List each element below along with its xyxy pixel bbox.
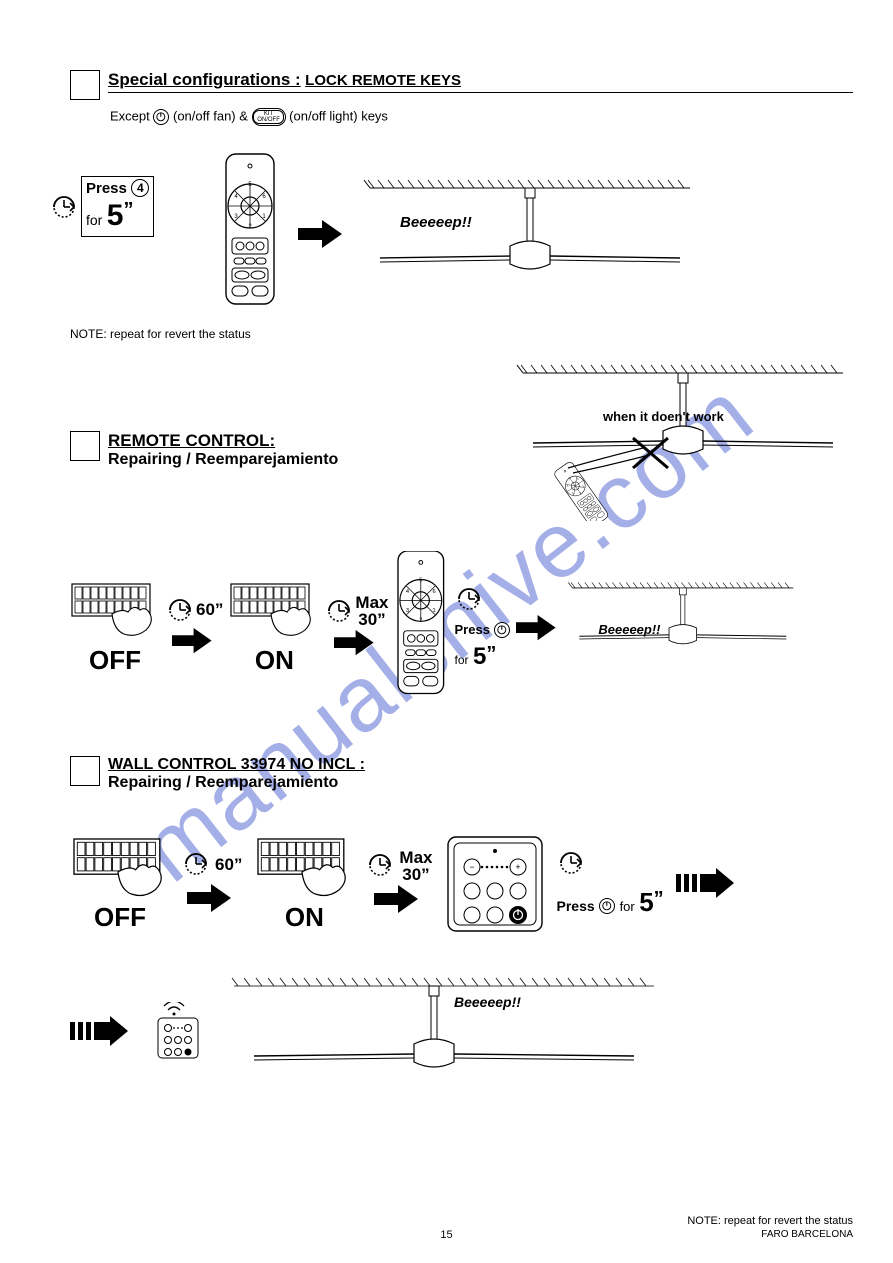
remote-icon xyxy=(220,146,280,316)
seconds-5: 5 xyxy=(473,643,486,670)
breaker-off-diagram: OFF xyxy=(70,835,170,933)
remote-icon xyxy=(395,551,449,706)
remote-press-4-diagram: Press 4 for 5” xyxy=(90,146,280,321)
arrow-right-icon xyxy=(516,615,562,643)
arrow-right-icon xyxy=(172,628,218,656)
wait-60-label: 60” xyxy=(196,600,223,620)
onoff-light-key-icon: KITON/OFF xyxy=(252,108,286,126)
press-button-4: 4 xyxy=(131,179,149,197)
footer-note-text: NOTE: repeat for revert the status xyxy=(687,1215,853,1227)
section1-title-b: LOCK REMOTE KEYS xyxy=(305,72,461,89)
on-label: ON xyxy=(229,645,319,676)
arrow-right-icon xyxy=(187,884,237,914)
when-not-work-text: when it doen't work xyxy=(602,409,725,424)
beep-text: Beeeeep!! xyxy=(598,622,660,637)
press-label: Press xyxy=(86,180,127,197)
beep-text: Beeeeep!! xyxy=(454,994,521,1010)
section3-heading: WALL CONTROL 33974 NO INCL : Repairing /… xyxy=(70,756,853,794)
onoff-fan-key-icon xyxy=(153,109,169,125)
clock-icon xyxy=(50,193,78,221)
clock-icon xyxy=(166,596,194,624)
wait-30-label: 30” xyxy=(355,611,388,628)
wait-30-label: 30” xyxy=(399,866,432,883)
onoff-fan-text: (on/off fan) & xyxy=(173,108,248,123)
press-label: Press xyxy=(455,622,490,637)
footer-brand: FARO BARCELONA xyxy=(761,1229,853,1240)
clock-icon xyxy=(455,585,483,613)
section1-title-a: Special configurations : xyxy=(108,70,301,89)
section1-except-line: Except (on/off fan) & KITON/OFF (on/off … xyxy=(110,108,853,126)
clock-icon xyxy=(557,849,587,879)
fan-beep-diagram: Beeeeep!! xyxy=(224,974,853,1089)
page-number: 15 xyxy=(440,1229,452,1241)
max-label: Max xyxy=(355,594,388,611)
step-checkbox xyxy=(70,70,100,100)
seconds-5: 5 xyxy=(639,887,653,917)
for-label: for xyxy=(620,899,635,914)
press-label: Press xyxy=(557,898,595,914)
section3-title: WALL CONTROL 33974 NO INCL : xyxy=(108,756,853,774)
footer-note: NOTE: repeat for revert the status FARO … xyxy=(687,1215,853,1241)
clock-icon xyxy=(182,850,212,880)
step-checkbox xyxy=(70,756,100,786)
wait-60-label: 60” xyxy=(215,855,242,875)
ceiling-fan-icon xyxy=(224,974,664,1084)
fan-beep-diagram: Beeeeep!! xyxy=(360,176,853,291)
arrow-right-icon xyxy=(290,219,350,249)
arrow-right-icon xyxy=(374,885,424,915)
fan-notworking-diagram: when it doen't work xyxy=(513,361,873,526)
arrow-continue-right-icon xyxy=(70,1016,132,1048)
section1-heading: Special configurations : LOCK REMOTE KEY… xyxy=(70,70,853,100)
breaker-off-diagram: OFF xyxy=(70,582,160,676)
on-label: ON xyxy=(254,902,354,933)
off-label: OFF xyxy=(70,645,160,676)
clock-icon xyxy=(366,851,396,881)
manual-page: Special configurations : LOCK REMOTE KEY… xyxy=(0,0,893,1263)
beep-text: Beeeeep!! xyxy=(400,214,472,231)
fan-beep-diagram: Beeeeep!! xyxy=(568,576,798,681)
wall-control-icon xyxy=(445,834,545,934)
seconds-5: 5 xyxy=(107,199,124,232)
breaker-on-diagram: ON xyxy=(229,582,319,676)
for-label: for xyxy=(86,212,102,228)
arrow-continue-right-icon xyxy=(676,868,738,900)
ceiling-fan-icon xyxy=(360,176,720,286)
arrow-right-icon xyxy=(334,630,380,658)
max-label: Max xyxy=(399,849,432,866)
onoff-light-text: (on/off light) keys xyxy=(289,108,388,123)
power-key-icon xyxy=(494,622,510,638)
for-label: for xyxy=(455,653,469,667)
breaker-on-diagram: ON xyxy=(254,835,354,933)
section3-subtitle: Repairing / Reemparejamiento xyxy=(108,774,853,792)
section1-note: NOTE: repeat for revert the status xyxy=(70,327,853,341)
except-text: Except xyxy=(110,108,150,123)
power-key-icon xyxy=(599,898,615,914)
wall-control-signal-icon xyxy=(152,1002,204,1062)
step-checkbox xyxy=(70,431,100,461)
clock-icon xyxy=(325,597,353,625)
off-label: OFF xyxy=(70,902,170,933)
